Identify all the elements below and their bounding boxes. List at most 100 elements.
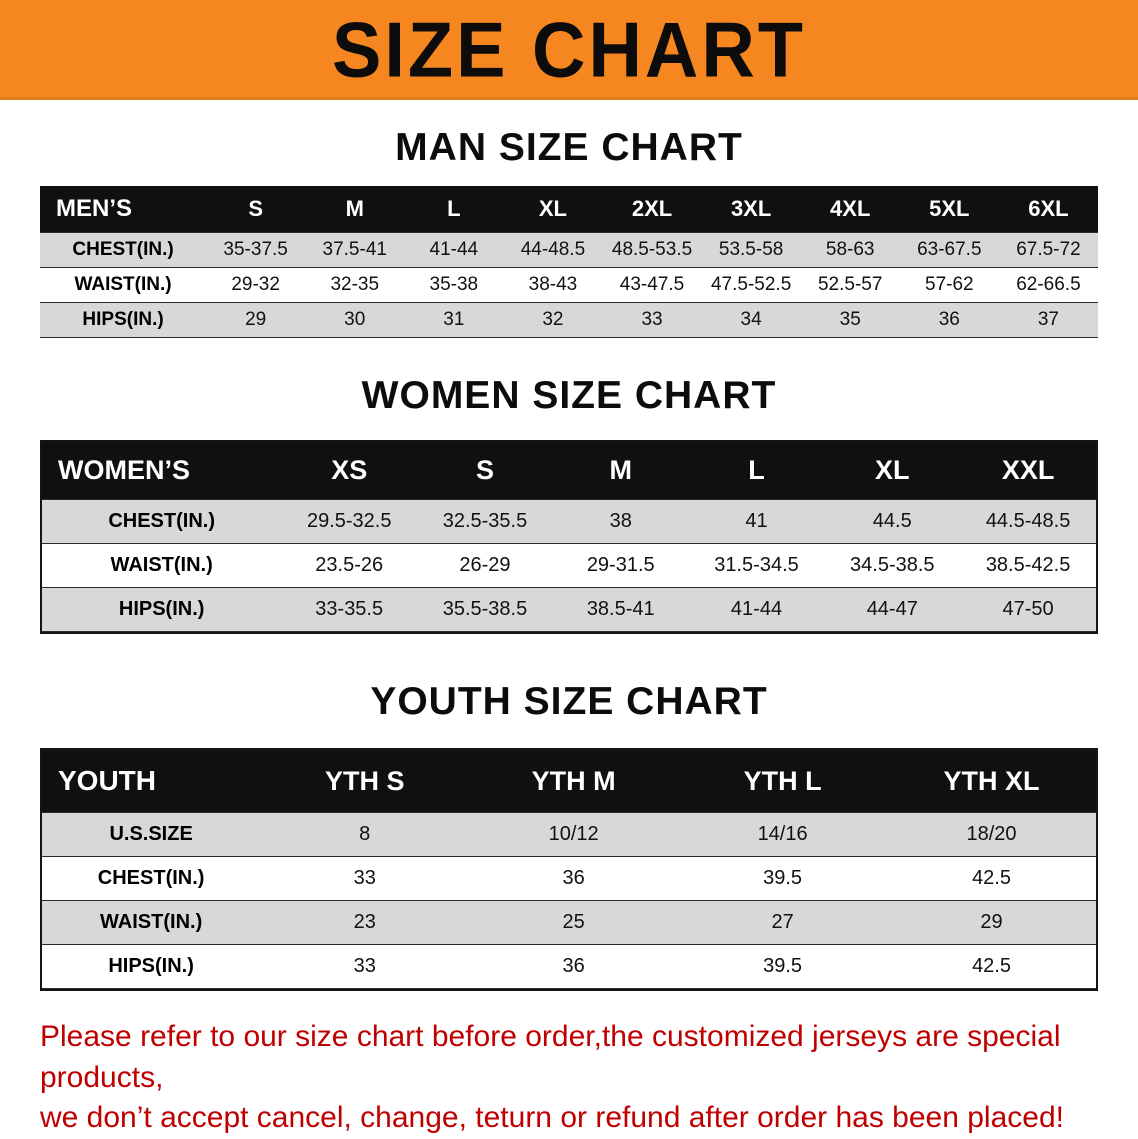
table-row: HIPS(IN.) 29 30 31 32 33 34 35 36 37 [40, 302, 1098, 338]
row-label: WAIST(IN.) [74, 274, 172, 295]
size-value-cell: 44.5 [872, 510, 912, 532]
youth-size-table-wrap: YOUTH YTH S YTH M YTH L YTH XL U.S.SIZE 8 10/12… [40, 748, 1098, 991]
footer-notice-line-2: we don’t accept cancel, change, teturn o… [40, 1101, 1064, 1134]
footer-notice-line-1: Please refer to our size chart before or… [40, 1020, 1061, 1094]
size-value-cell: 43-47.5 [619, 274, 685, 295]
size-value-cell: 39.5 [763, 867, 803, 889]
size-value-cell: 37.5-41 [322, 239, 387, 260]
section-men: MAN SIZE CHART MEN’S S M L XL 2XL 3XL 4XL 5XL 6XL… [0, 126, 1138, 338]
table-title-cell: YOUTH [58, 765, 156, 796]
size-value-cell: 44.5-48.5 [985, 510, 1071, 532]
size-value-cell: 58-63 [825, 239, 875, 260]
table-header-row: MEN’S S M L XL 2XL 3XL 4XL 5XL 6XL [40, 186, 1098, 233]
size-value-cell: 38.5-42.5 [985, 554, 1071, 576]
size-value-cell: 44-48.5 [520, 239, 586, 260]
footer-notice: Please refer to our size chart before or… [40, 1017, 1098, 1139]
row-label: HIPS(IN.) [108, 955, 194, 977]
women-section-heading: WOMEN SIZE CHART [361, 374, 777, 417]
size-value-cell: 63-67.5 [917, 239, 982, 260]
table-row: CHEST(IN.) 35-37.5 37.5-41 41-44 44-48.5 48.5… [40, 232, 1098, 268]
size-value-cell: 31 [443, 309, 465, 330]
banner: SIZE CHART [0, 0, 1138, 100]
row-label: CHEST(IN.) [108, 510, 215, 532]
row-label: WAIST(IN.) [110, 554, 213, 576]
size-value-cell: 25 [562, 911, 585, 933]
size-column-header: XS [331, 455, 368, 485]
row-label: CHEST(IN.) [72, 239, 174, 260]
size-column-header: L [447, 196, 461, 221]
size-value-cell: 39.5 [763, 955, 803, 977]
size-value-cell: 8 [359, 823, 371, 845]
section-youth: YOUTH SIZE CHART YOUTH YTH S YTH M YTH L YTH… [0, 680, 1138, 991]
table-row: WAIST(IN.) 29-32 32-35 35-38 38-43 43-47.5 47.… [40, 267, 1098, 303]
table-row: HIPS(IN.) 33-35.5 35.5-38.5 38.5-41 41-44 44-… [42, 587, 1096, 632]
table-row: HIPS(IN.) 33 36 39.5 42.5 [42, 944, 1096, 989]
table-row: CHEST(IN.) 33 36 39.5 42.5 [42, 856, 1096, 901]
size-value-cell: 67.5-72 [1016, 239, 1081, 260]
size-value-cell: 23 [353, 911, 376, 933]
size-value-cell: 47-50 [1002, 598, 1054, 620]
size-value-cell: 42.5 [972, 867, 1011, 889]
size-value-cell: 32.5-35.5 [442, 510, 528, 532]
size-value-cell: 35 [839, 309, 861, 330]
size-column-header: L [748, 455, 765, 485]
size-value-cell: 34.5-38.5 [850, 554, 935, 576]
row-label: HIPS(IN.) [82, 309, 164, 330]
size-column-header: S [475, 455, 494, 485]
row-label: HIPS(IN.) [118, 598, 205, 620]
table-title-cell: WOMEN’S [58, 455, 190, 485]
size-column-header: 6XL [1028, 196, 1069, 221]
size-column-header: YTH S [324, 765, 405, 796]
size-column-header: 3XL [730, 196, 772, 221]
size-value-cell: 35.5-38.5 [442, 598, 528, 620]
size-column-header: YTH M [531, 765, 616, 796]
size-value-cell: 33 [353, 867, 376, 889]
size-value-cell: 52.5-57 [817, 274, 883, 295]
size-value-cell: 47.5-52.5 [710, 274, 792, 295]
table-row: U.S.SIZE 8 10/12 14/16 18/20 [42, 812, 1096, 857]
size-value-cell: 30 [344, 309, 366, 330]
size-value-cell: 29-32 [231, 274, 280, 295]
table-row: WAIST(IN.) 23.5-26 26-29 29-31.5 31.5-34.5 34… [42, 543, 1096, 588]
size-value-cell: 38.5-41 [586, 598, 655, 620]
size-value-cell: 33 [353, 955, 376, 977]
size-value-cell: 10/12 [548, 823, 599, 845]
size-column-header: M [609, 455, 632, 485]
size-value-cell: 38-43 [528, 274, 578, 295]
size-value-cell: 29-31.5 [586, 554, 655, 576]
size-column-header: YTH XL [943, 765, 1040, 796]
women-size-table-wrap: WOMEN’S XS S M L XL XXL CHEST(IN.) 29.5-32.5 32.5… [40, 440, 1098, 634]
size-value-cell: 23.5-26 [315, 554, 384, 576]
size-column-header: XL [875, 455, 910, 485]
size-value-cell: 48.5-53.5 [611, 239, 693, 260]
content: MAN SIZE CHART MEN’S S M L XL 2XL 3XL 4XL 5XL 6XL… [0, 126, 1138, 991]
size-value-cell: 57-62 [925, 274, 974, 295]
table-row: WAIST(IN.) 23 25 27 29 [42, 900, 1096, 945]
size-column-header: XXL [1001, 455, 1055, 485]
size-value-cell: 41-44 [429, 239, 479, 260]
size-column-header: YTH L [743, 765, 822, 796]
size-value-cell: 35-37.5 [223, 239, 288, 260]
size-column-header: S [248, 196, 263, 221]
size-value-cell: 53.5-58 [718, 239, 784, 260]
men-section-heading: MAN SIZE CHART [395, 126, 743, 169]
page-title: SIZE CHART [332, 5, 806, 94]
size-column-header: 5XL [929, 196, 970, 221]
men-size-table-wrap: MEN’S S M L XL 2XL 3XL 4XL 5XL 6XL CHEST(IN.) 35-37… [40, 186, 1098, 338]
size-column-header: M [345, 196, 364, 221]
size-value-cell: 36 [938, 309, 960, 330]
table-row: CHEST(IN.) 29.5-32.5 32.5-35.5 38 41 44.5 44.5… [42, 499, 1096, 544]
table-header-row: YOUTH YTH S YTH M YTH L YTH XL [42, 750, 1096, 813]
row-label: U.S.SIZE [109, 823, 193, 845]
size-value-cell: 42.5 [972, 955, 1011, 977]
youth-section-heading: YOUTH SIZE CHART [370, 680, 768, 723]
size-value-cell: 33 [641, 309, 663, 330]
women-size-table: WOMEN’S XS S M L XL XXL CHEST(IN.) 29.5-32.5 32.5… [42, 442, 1096, 632]
size-value-cell: 41 [745, 510, 768, 532]
size-value-cell: 62-66.5 [1016, 274, 1081, 295]
size-value-cell: 32 [542, 309, 564, 330]
size-value-cell: 38 [609, 510, 632, 532]
youth-size-table: YOUTH YTH S YTH M YTH L YTH XL U.S.SIZE 8 10/12… [42, 750, 1096, 989]
section-women: WOMEN SIZE CHART WOMEN’S XS S M L XL XXL CHEST(… [0, 374, 1138, 634]
